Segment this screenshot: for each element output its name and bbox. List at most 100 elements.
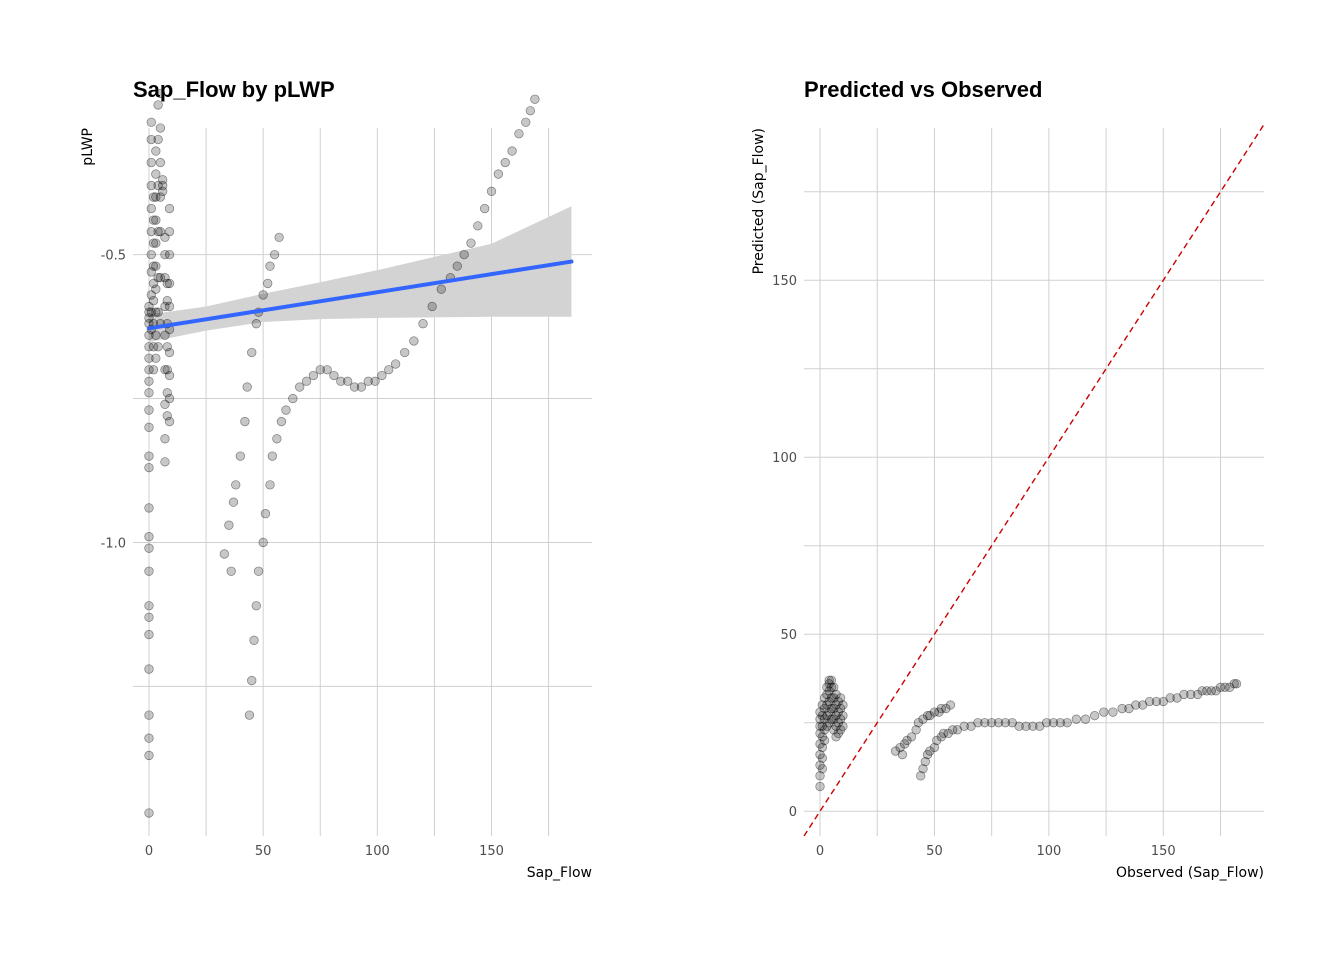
- data-point: [1055, 718, 1065, 728]
- data-point: [390, 359, 401, 369]
- data-point: [160, 232, 170, 243]
- data-point: [987, 718, 997, 728]
- data-point: [817, 753, 827, 763]
- data-point: [822, 689, 832, 700]
- data-point: [224, 520, 234, 530]
- chart-title: Predicted vs Observed: [804, 77, 1042, 102]
- data-point: [153, 180, 163, 191]
- data-point: [231, 480, 241, 490]
- data-point: [226, 566, 236, 576]
- data-point: [819, 735, 830, 746]
- data-point: [829, 725, 839, 735]
- data-point: [1089, 710, 1100, 721]
- data-point: [1035, 721, 1045, 731]
- data-point: [1179, 689, 1189, 700]
- data-point: [160, 457, 170, 467]
- data-point: [436, 284, 446, 294]
- data-point: [247, 675, 257, 686]
- data-point: [1071, 714, 1081, 724]
- data-point: [144, 601, 154, 611]
- y-axis-label: Predicted (Sap_Flow): [751, 128, 767, 274]
- data-point: [500, 157, 510, 168]
- data-point: [148, 278, 159, 289]
- data-point: [1138, 700, 1148, 710]
- data-point: [164, 203, 175, 214]
- data-point: [906, 732, 917, 742]
- data-point: [258, 537, 268, 548]
- data-point: [824, 696, 834, 707]
- data-point: [164, 301, 175, 312]
- data-point: [144, 342, 154, 352]
- data-point: [916, 771, 926, 781]
- data-point: [829, 714, 839, 724]
- data-point: [1231, 679, 1242, 689]
- data-point: [153, 307, 163, 317]
- data-point: [941, 703, 951, 714]
- data-point: [932, 735, 942, 746]
- data-point: [164, 278, 175, 289]
- data-point: [160, 434, 170, 444]
- data-point: [829, 693, 839, 703]
- x-tick-label: 0: [816, 844, 824, 859]
- data-point: [838, 700, 848, 710]
- confidence-band: [148, 206, 572, 343]
- data-point: [269, 249, 280, 260]
- data-point: [833, 707, 843, 717]
- data-point: [377, 370, 387, 381]
- data-point: [151, 192, 161, 202]
- data-point: [240, 416, 250, 427]
- data-point: [162, 342, 172, 352]
- data-point: [144, 313, 154, 323]
- data-point: [144, 307, 154, 317]
- data-point: [356, 382, 367, 392]
- data-point: [900, 739, 910, 749]
- data-point: [1220, 682, 1230, 692]
- data-point: [151, 215, 161, 225]
- data-point: [151, 353, 161, 363]
- data-point: [148, 238, 159, 248]
- data-point: [838, 721, 848, 731]
- data-point: [329, 370, 339, 381]
- data-point: [148, 365, 159, 375]
- data-point: [1215, 682, 1226, 692]
- data-point: [251, 601, 261, 611]
- data-point: [162, 365, 172, 375]
- data-point: [274, 232, 284, 243]
- chart-predicted-vs-observed: 0 50 100 150 0 50 100 150 Predicted vs Observed…: [751, 77, 1265, 881]
- data-point: [1117, 703, 1127, 714]
- data-point: [480, 203, 490, 214]
- data-point: [822, 700, 832, 710]
- data-point: [815, 721, 825, 731]
- x-axis-label: Sap_Flow: [527, 865, 592, 881]
- data-point: [1197, 686, 1207, 696]
- data-point: [144, 808, 154, 818]
- data-point: [158, 180, 168, 191]
- data-point: [144, 353, 154, 363]
- data-point: [831, 689, 841, 700]
- data-point: [1206, 686, 1217, 696]
- data-point: [151, 330, 161, 340]
- data-point: [922, 749, 933, 760]
- data-point: [164, 226, 175, 237]
- chart-sap-flow-by-plwp: 0 50 100 150 -1.0 -0.5 Sap_Flow by pLWP Sap_F…: [80, 77, 592, 881]
- data-point: [1062, 718, 1072, 728]
- data-point: [247, 347, 257, 358]
- data-point: [301, 376, 312, 386]
- x-tick-label: 100: [365, 844, 390, 859]
- data-point: [148, 192, 159, 202]
- data-point: [1124, 703, 1134, 714]
- y-tick-label: -1.0: [101, 536, 126, 551]
- data-point: [1225, 682, 1235, 692]
- data-point: [144, 629, 154, 640]
- data-point: [1144, 696, 1155, 707]
- data-point: [144, 733, 154, 743]
- data-point: [144, 422, 154, 432]
- data-point: [1229, 679, 1239, 689]
- data-point: [158, 175, 168, 185]
- data-point: [146, 180, 156, 191]
- data-point: [938, 728, 949, 738]
- data-point: [835, 703, 846, 714]
- data-point: [155, 88, 166, 99]
- data-point: [952, 725, 962, 735]
- data-point: [144, 543, 154, 553]
